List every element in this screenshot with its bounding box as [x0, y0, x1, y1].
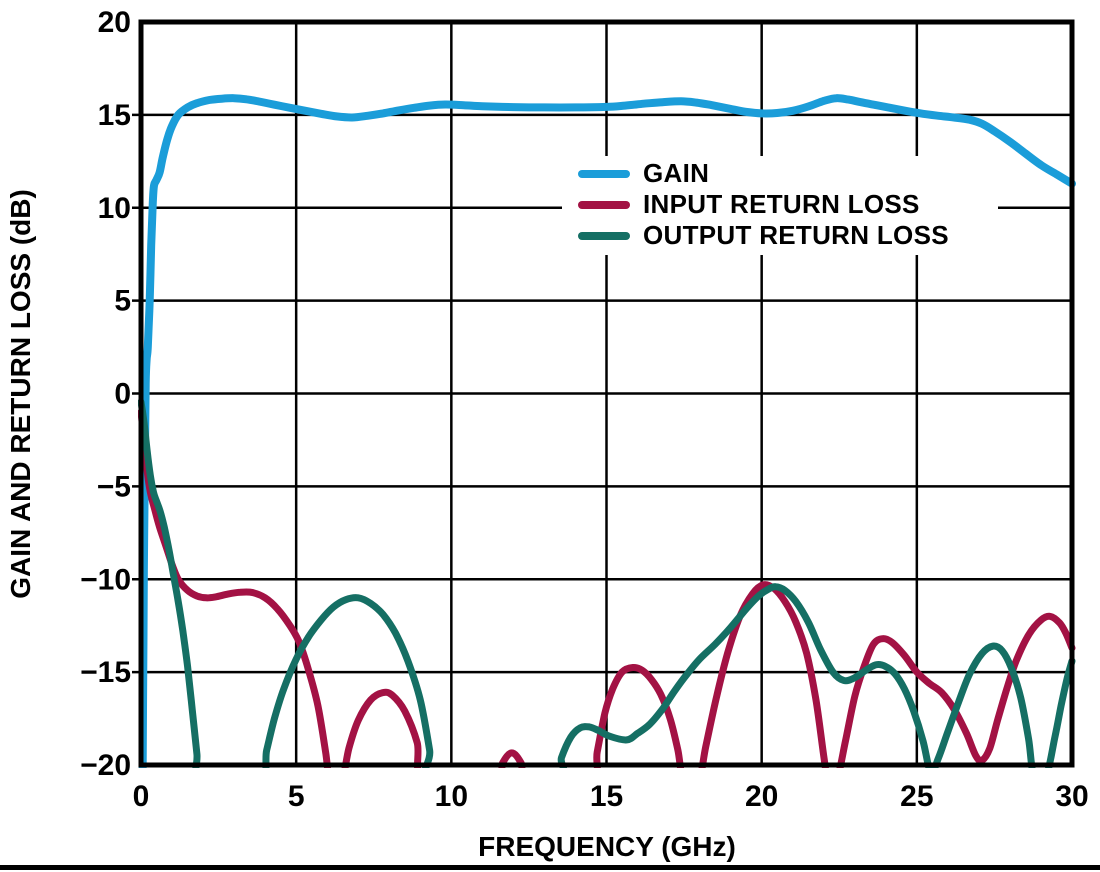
x-tick-label: 30	[1055, 780, 1088, 813]
y-tick-label: 15	[98, 99, 131, 132]
y-axis-title: GAIN AND RETURN LOSS (dB)	[5, 189, 36, 599]
y-tick-label: −20	[80, 749, 131, 782]
y-tick-label: −5	[97, 470, 131, 503]
series-layer	[138, 94, 1076, 768]
y-tick-label: 10	[98, 192, 131, 225]
x-tick-label: 20	[745, 780, 778, 813]
legend-item-input-return-loss: INPUT RETURN LOSS	[562, 189, 998, 220]
x-tick-label: 0	[133, 780, 150, 813]
x-tick-label: 5	[288, 780, 305, 813]
series-line-input-return-loss	[138, 408, 1076, 768]
grid-layer	[132, 22, 1072, 765]
x-tick-label: 10	[435, 780, 468, 813]
x-tick-label: 15	[590, 780, 623, 813]
output-return-loss-line-swatch	[578, 231, 630, 240]
y-tick-label: −10	[80, 563, 131, 596]
legend-label-gain: GAIN	[643, 158, 710, 188]
plot-border	[138, 19, 1075, 768]
tick-layer: 0 5 10 15 20 25 30 20 15 10 5 0 −5 −10 −15 −20	[80, 6, 1089, 813]
legend: GAIN INPUT RETURN LOSS OUTPUT RETURN LOS…	[562, 156, 998, 255]
legend-label-input-return-loss: INPUT RETURN LOSS	[643, 189, 920, 219]
legend-item-gain: GAIN	[562, 158, 998, 189]
x-axis-title: FREQUENCY (GHz)	[478, 831, 736, 862]
legend-item-output-return-loss: OUTPUT RETURN LOSS	[562, 220, 998, 251]
y-tick-label: 0	[114, 378, 131, 411]
y-tick-label: 20	[98, 6, 131, 39]
legend-label-output-return-loss: OUTPUT RETURN LOSS	[643, 220, 949, 250]
series-line-gain	[138, 94, 1076, 768]
x-tick-label: 25	[900, 780, 933, 813]
gain-line-swatch	[578, 169, 630, 178]
series-line-output-return-loss	[138, 398, 1076, 768]
y-tick-label: 5	[114, 285, 131, 318]
input-return-loss-line-swatch	[578, 200, 630, 209]
y-tick-label: −15	[80, 656, 131, 689]
page-bottom-rule	[0, 865, 1100, 870]
